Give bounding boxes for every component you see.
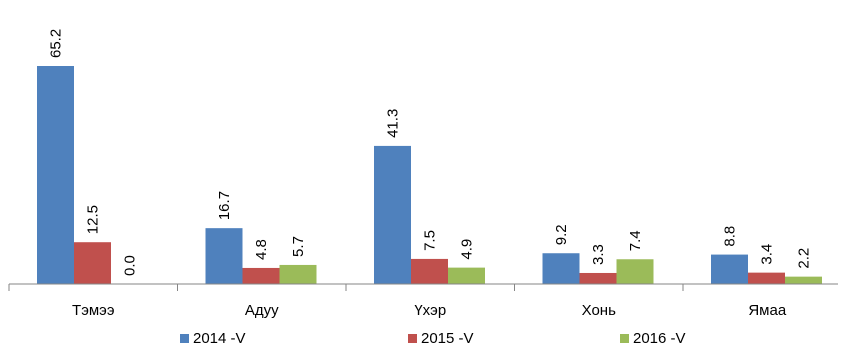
data-label-3-1: 0.0	[122, 255, 139, 276]
data-label-3-4: 7.4	[627, 230, 644, 251]
legend-swatch-1	[180, 334, 189, 343]
bar-2-4	[579, 272, 617, 284]
data-label-2-3: 7.5	[422, 230, 439, 251]
data-label-3-5: 2.2	[796, 248, 813, 269]
legend-swatch-2	[408, 334, 417, 343]
bar-3-2	[279, 264, 317, 284]
bar-2-1	[74, 242, 111, 284]
legend: 2014 -V 2015 -V 2016 -V	[180, 330, 686, 347]
legend-label-1: 2014 -V	[193, 330, 246, 347]
bar-1-5	[711, 254, 748, 284]
x-tick-label: Тэмээ	[72, 302, 115, 319]
legend-label-2: 2015 -V	[421, 330, 474, 347]
data-label-1-2: 16.7	[216, 191, 233, 220]
bar-3-5	[785, 276, 822, 284]
legend-swatch-3	[620, 334, 629, 343]
data-label-1-5: 8.8	[722, 226, 739, 247]
data-label-1-1: 65.2	[48, 29, 65, 58]
data-label-3-3: 4.9	[459, 239, 476, 260]
x-axis	[8, 283, 838, 291]
bar-3-4	[616, 259, 654, 284]
data-label-2-1: 12.5	[85, 205, 102, 234]
x-tick-label: Хонь	[582, 302, 616, 319]
x-tick-label: Үхэр	[414, 302, 446, 319]
x-tick-label: Ямаа	[748, 302, 786, 319]
x-tick-label: Адуу	[245, 302, 279, 319]
data-labels-layer: 65.2 12.5 0.0 16.7 4.8 5.7 41.3 7.5 4.9 9.2 3.3 7.4…	[48, 29, 813, 276]
bar-3-3	[448, 267, 485, 284]
bar-2-2	[242, 267, 280, 284]
data-label-2-2: 4.8	[253, 239, 270, 260]
bar-1-4	[542, 253, 580, 284]
bar-2-3	[411, 258, 448, 284]
data-label-1-4: 9.2	[553, 224, 570, 245]
data-label-1-3: 41.3	[385, 109, 402, 138]
data-label-2-4: 3.3	[590, 244, 607, 265]
legend-label-3: 2016 -V	[633, 330, 686, 347]
bars-layer	[37, 66, 822, 284]
bar-1-3	[374, 145, 411, 284]
bar-1-2	[205, 228, 243, 284]
bar-2-5	[748, 272, 785, 284]
bar-1-1	[37, 66, 74, 284]
data-label-2-5: 3.4	[759, 244, 776, 265]
data-label-3-2: 5.7	[290, 236, 307, 257]
category-labels-layer: Тэмээ Адуу Үхэр Хонь Ямаа	[72, 302, 787, 319]
